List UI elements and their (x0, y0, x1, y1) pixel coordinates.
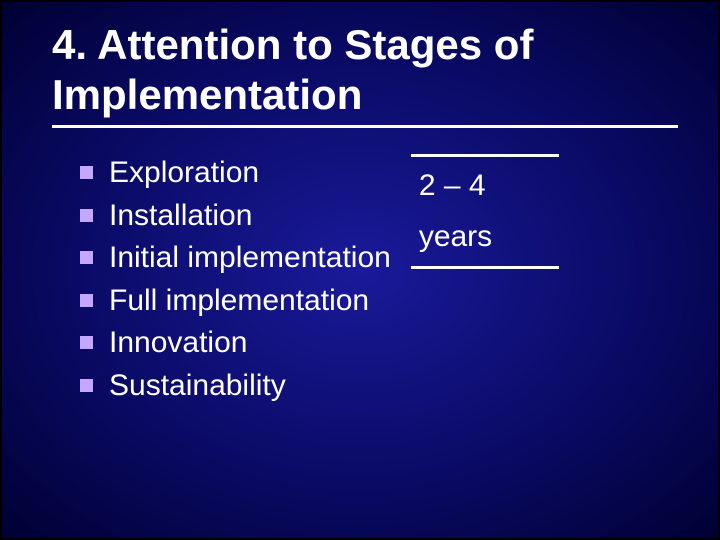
list-item: Installation (80, 195, 391, 238)
bullet-icon (80, 294, 93, 307)
bullet-label: Innovation (109, 322, 247, 365)
list-item: Exploration (80, 152, 391, 195)
bullet-icon (80, 209, 93, 222)
list-item: Sustainability (80, 365, 391, 408)
list-item: Initial implementation (80, 237, 391, 280)
duration-annotation: 2 – 4 years (411, 152, 571, 408)
duration-line1: 2 – 4 (411, 165, 571, 208)
list-item: Full implementation (80, 280, 391, 323)
content-row: Exploration Installation Initial impleme… (52, 152, 678, 408)
title-underline (52, 125, 678, 128)
bullet-icon (80, 336, 93, 349)
bullet-icon (80, 379, 93, 392)
bullet-label: Sustainability (109, 365, 286, 408)
bullet-label: Initial implementation (109, 237, 391, 280)
bullet-label: Exploration (109, 152, 259, 195)
bullet-icon (80, 251, 93, 264)
bullet-label: Full implementation (109, 280, 369, 323)
slide-title: 4. Attention to Stages of Implementation (52, 20, 678, 119)
top-divider (411, 154, 559, 157)
slide: 4. Attention to Stages of Implementation… (2, 2, 718, 428)
bullet-label: Installation (109, 195, 252, 238)
list-item: Innovation (80, 322, 391, 365)
bottom-divider (411, 266, 559, 269)
bullet-list: Exploration Installation Initial impleme… (52, 152, 391, 408)
bullet-icon (80, 166, 93, 179)
duration-line2: years (411, 216, 571, 259)
